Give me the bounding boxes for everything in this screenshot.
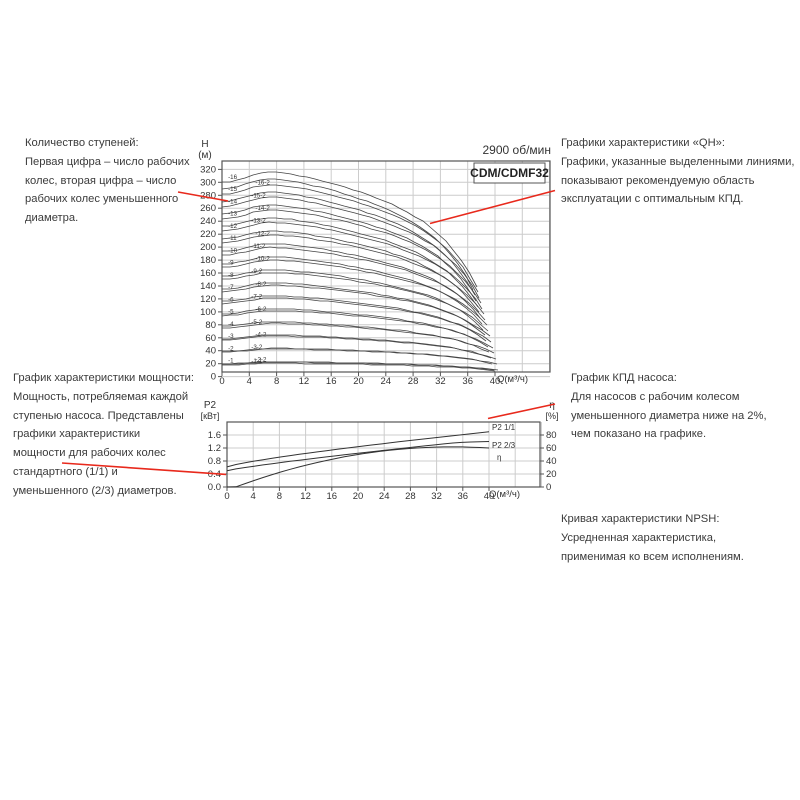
svg-text:-2: -2 xyxy=(228,345,234,352)
svg-text:-15-2: -15-2 xyxy=(251,192,266,199)
svg-text:36: 36 xyxy=(462,376,473,387)
svg-text:260: 260 xyxy=(200,203,216,214)
svg-text:120: 120 xyxy=(200,294,216,305)
svg-text:-5-2: -5-2 xyxy=(251,319,263,326)
svg-text:60: 60 xyxy=(205,333,216,344)
svg-text:-10-2: -10-2 xyxy=(255,256,270,263)
svg-text:60: 60 xyxy=(546,443,557,454)
svg-text:8: 8 xyxy=(277,491,282,502)
svg-text:24: 24 xyxy=(381,376,392,387)
svg-text:300: 300 xyxy=(200,177,216,188)
svg-text:140: 140 xyxy=(200,281,216,292)
svg-text:P2 2/3: P2 2/3 xyxy=(492,441,516,450)
svg-text:-12: -12 xyxy=(228,223,238,230)
svg-text:-8: -8 xyxy=(228,272,234,279)
svg-text:-10: -10 xyxy=(228,247,238,254)
svg-text:-11-2: -11-2 xyxy=(251,243,266,250)
svg-text:-11: -11 xyxy=(228,235,237,242)
svg-text:-1: -1 xyxy=(228,358,234,365)
svg-text:Q(м³/ч): Q(м³/ч) xyxy=(497,374,528,385)
svg-text:16: 16 xyxy=(326,376,337,387)
svg-text:CDM/CDMF32: CDM/CDMF32 xyxy=(470,166,549,180)
svg-text:240: 240 xyxy=(200,216,216,227)
svg-text:-13: -13 xyxy=(228,211,238,218)
svg-text:20: 20 xyxy=(353,376,364,387)
svg-text:-14-2: -14-2 xyxy=(255,205,270,212)
svg-text:80: 80 xyxy=(546,430,557,441)
svg-text:8: 8 xyxy=(274,376,279,387)
svg-text:12: 12 xyxy=(299,376,310,387)
svg-text:-6-2: -6-2 xyxy=(255,306,267,313)
svg-text:-16-2: -16-2 xyxy=(255,180,270,187)
svg-text:12: 12 xyxy=(300,491,311,502)
svg-text:-15: -15 xyxy=(228,186,238,193)
svg-text:-13-2: -13-2 xyxy=(251,218,266,225)
svg-text:η: η xyxy=(497,453,501,462)
svg-text:80: 80 xyxy=(205,320,216,331)
svg-text:-6: -6 xyxy=(228,296,234,303)
svg-text:36: 36 xyxy=(458,491,469,502)
svg-text:2900 об/мин: 2900 об/мин xyxy=(483,143,552,157)
svg-text:-16: -16 xyxy=(228,174,238,181)
svg-text:-5: -5 xyxy=(228,309,234,316)
svg-text:40: 40 xyxy=(205,346,216,357)
svg-text:4: 4 xyxy=(247,376,252,387)
svg-text:Q(м³/ч): Q(м³/ч) xyxy=(489,489,520,500)
svg-text:28: 28 xyxy=(408,376,419,387)
svg-text:-8-2: -8-2 xyxy=(255,281,267,288)
svg-text:[%]: [%] xyxy=(545,411,558,421)
svg-text:320: 320 xyxy=(200,164,216,175)
svg-text:-14: -14 xyxy=(228,198,238,205)
svg-text:20: 20 xyxy=(353,491,364,502)
svg-text:-4-2: -4-2 xyxy=(255,331,267,338)
svg-text:220: 220 xyxy=(200,229,216,240)
svg-text:-2-2: -2-2 xyxy=(255,357,267,364)
svg-text:40: 40 xyxy=(546,456,557,467)
svg-text:0: 0 xyxy=(224,491,229,502)
svg-text:-9-2: -9-2 xyxy=(251,268,263,275)
svg-text:P2 1/1: P2 1/1 xyxy=(492,423,516,432)
svg-text:24: 24 xyxy=(379,491,390,502)
svg-text:180: 180 xyxy=(200,255,216,266)
svg-text:-7-2: -7-2 xyxy=(251,294,263,301)
svg-text:-12-2: -12-2 xyxy=(255,230,270,237)
svg-text:(м): (м) xyxy=(198,150,212,161)
svg-text:-9: -9 xyxy=(228,260,234,267)
svg-text:-3: -3 xyxy=(228,333,234,340)
svg-text:160: 160 xyxy=(200,268,216,279)
svg-text:-3-2: -3-2 xyxy=(251,344,263,351)
svg-text:200: 200 xyxy=(200,242,216,253)
svg-text:-4: -4 xyxy=(228,321,234,328)
svg-text:32: 32 xyxy=(435,376,446,387)
svg-text:32: 32 xyxy=(431,491,442,502)
svg-text:20: 20 xyxy=(546,469,557,480)
svg-text:H: H xyxy=(201,139,208,150)
svg-text:4: 4 xyxy=(251,491,256,502)
svg-text:16: 16 xyxy=(327,491,338,502)
svg-text:0: 0 xyxy=(546,482,551,493)
svg-text:-7: -7 xyxy=(228,284,234,291)
svg-text:28: 28 xyxy=(405,491,416,502)
svg-text:100: 100 xyxy=(200,307,216,318)
